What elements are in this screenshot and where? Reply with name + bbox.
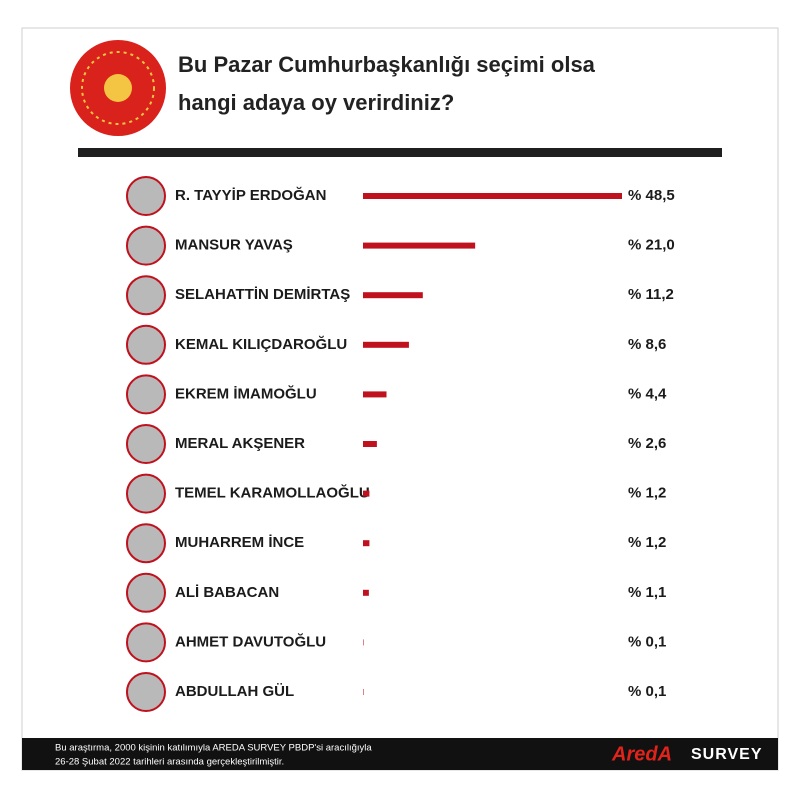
portrait bbox=[126, 225, 166, 266]
value-label: % 1,2 bbox=[628, 485, 666, 502]
value-label: % 0,1 bbox=[628, 683, 666, 700]
bar bbox=[363, 540, 370, 547]
value-label: % 4,4 bbox=[628, 385, 667, 402]
footer-bar bbox=[22, 738, 778, 770]
bar bbox=[363, 639, 364, 646]
candidate-name: TEMEL KARAMOLLAOĞLU bbox=[175, 484, 370, 502]
value-label: % 2,6 bbox=[628, 435, 666, 452]
candidate-name: SELAHATTİN DEMİRTAŞ bbox=[175, 286, 350, 303]
portrait bbox=[126, 424, 166, 464]
emblem bbox=[70, 40, 166, 136]
portrait bbox=[126, 176, 166, 216]
bar bbox=[363, 441, 377, 447]
candidate-name: ALİ BABACAN bbox=[175, 584, 279, 601]
portrait bbox=[126, 374, 166, 415]
value-label: % 1,2 bbox=[628, 534, 666, 551]
footnote: Bu araştırma, 2000 kişinin katılımıyla A… bbox=[55, 743, 372, 754]
candidate-name: EKREM İMAMOĞLU bbox=[175, 384, 317, 402]
chart-title: Bu Pazar Cumhurbaşkanlığı seçimi olsa bbox=[178, 52, 596, 77]
candidate-name: MANSUR YAVAŞ bbox=[175, 237, 293, 254]
portrait bbox=[126, 672, 166, 712]
portrait bbox=[126, 523, 166, 564]
brand-logo: AredA bbox=[611, 743, 672, 765]
bar bbox=[363, 242, 476, 249]
candidate-name: ABDULLAH GÜL bbox=[175, 683, 294, 700]
candidate-name: MERAL AKŞENER bbox=[175, 435, 305, 452]
bar bbox=[363, 193, 622, 199]
candidate-name: AHMET DAVUTOĞLU bbox=[175, 632, 326, 650]
bar bbox=[363, 689, 364, 695]
bar bbox=[363, 292, 423, 299]
bar bbox=[363, 391, 387, 398]
candidate-name: R. TAYYİP ERDOĞAN bbox=[175, 186, 326, 204]
divider bbox=[78, 148, 722, 157]
value-label: % 8,6 bbox=[628, 336, 666, 353]
bar bbox=[363, 589, 369, 596]
portrait bbox=[126, 324, 166, 365]
portrait bbox=[126, 473, 166, 514]
portrait bbox=[126, 275, 166, 316]
bar bbox=[363, 490, 370, 497]
value-label: % 0,1 bbox=[628, 633, 666, 650]
candidate-name: MUHARREM İNCE bbox=[175, 534, 304, 551]
portrait bbox=[126, 622, 166, 663]
value-label: % 11,2 bbox=[628, 286, 674, 303]
candidate-name: KEMAL KILIÇDAROĞLU bbox=[175, 335, 347, 353]
value-label: % 1,1 bbox=[628, 584, 666, 601]
footnote: 26-28 Şubat 2022 tarihleri arasında gerç… bbox=[55, 757, 284, 768]
value-label: % 21,0 bbox=[628, 237, 675, 254]
chart-title: hangi adaya oy verirdiniz? bbox=[178, 90, 454, 115]
brand-text: SURVEY bbox=[691, 746, 763, 763]
value-label: % 48,5 bbox=[628, 187, 675, 204]
portrait bbox=[126, 572, 166, 613]
bar bbox=[363, 341, 409, 348]
